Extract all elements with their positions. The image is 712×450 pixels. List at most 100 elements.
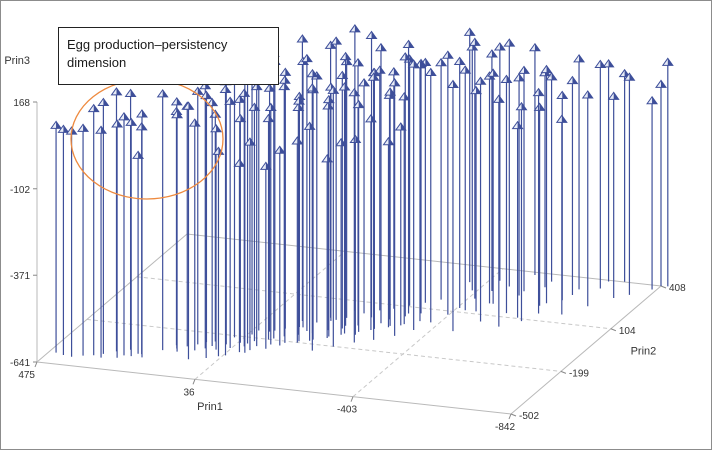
data-marker-shade (519, 73, 525, 81)
data-marker-shade (93, 104, 99, 112)
floor-gridline-y (86, 318, 561, 372)
data-marker-shade (430, 68, 436, 76)
data-marker-shade (194, 119, 200, 127)
data-marker-shade (177, 110, 183, 118)
data-marker-shade (358, 58, 364, 66)
y-tick-label: -199 (569, 368, 589, 379)
data-marker-shade (312, 69, 318, 77)
data-marker-shade (344, 82, 350, 90)
data-marker-shade (499, 42, 505, 50)
data-marker-shade (116, 87, 122, 95)
data-marker-shade (364, 78, 370, 86)
y-tick-label: -502 (519, 411, 539, 422)
data-marker-shade (230, 97, 236, 105)
data-marker-shade (101, 126, 107, 134)
data-marker-shade (551, 72, 557, 80)
data-marker-shade (306, 54, 312, 62)
data-marker-shade (131, 118, 137, 126)
data-marker-shade (380, 43, 386, 51)
floor-gridline-x (352, 268, 504, 398)
data-marker-shade (244, 89, 250, 97)
data-marker-shade (374, 68, 380, 76)
data-marker-shade (587, 90, 593, 98)
data-marker-shade (405, 52, 411, 60)
x-tick-label: -403 (337, 405, 357, 416)
data-marker-shade (394, 78, 400, 86)
data-marker-shade (521, 102, 527, 110)
data-marker-shade (441, 58, 447, 66)
data-marker-shade (354, 88, 360, 96)
data-marker-shade (465, 66, 471, 74)
y-axis-title: Prin2 (631, 345, 657, 357)
data-marker-shade (491, 50, 497, 58)
tick-labels: -641 -371 -102 168 Prin3 475 36 -403 -842 Prin1 -5… (4, 55, 686, 433)
data-marker-shade (419, 60, 425, 68)
data-marker-shade (652, 96, 658, 104)
z-axis-title: Prin3 (4, 55, 30, 67)
data-marker-shade (506, 75, 512, 83)
data-marker-shade (265, 162, 271, 170)
data-marker-shade (302, 35, 308, 43)
y-tick-label: 408 (669, 283, 686, 294)
data-marker-shade (413, 60, 419, 68)
y-tick-mark (560, 370, 567, 374)
data-marker-shade (371, 31, 377, 39)
data-marker-shade (393, 67, 399, 75)
data-marker-shade (509, 39, 515, 47)
data-marker-shade (345, 52, 351, 60)
data-marker-shade (197, 87, 203, 95)
data-marker-shade (130, 89, 136, 97)
data-marker-shade (298, 97, 304, 105)
x-axis-title: Prin1 (197, 401, 223, 413)
data-marker-shade (83, 124, 89, 132)
data-marker-shade (579, 54, 585, 62)
data-marker-shade (539, 103, 545, 111)
data-marker-shade (328, 95, 334, 103)
y-tick-mark (610, 328, 617, 332)
z-tick-label: -102 (10, 185, 30, 196)
y-tick-label: 104 (619, 326, 636, 337)
x-tick-label: 475 (18, 370, 35, 381)
data-marker-shade (538, 88, 544, 96)
z-tick-label: -641 (10, 358, 30, 369)
z-tick-label: -371 (10, 271, 30, 282)
data-marker-shade (141, 122, 147, 130)
data-marker-shade (312, 83, 318, 91)
data-marker-shade (474, 38, 480, 46)
data-marker-shade (212, 98, 218, 106)
data-marker-shade (469, 28, 475, 36)
data-marker-shade (284, 82, 290, 90)
data-marker-shade (239, 159, 245, 167)
data-marker-shade (459, 57, 465, 65)
data-marker-shade (524, 66, 530, 74)
x-tick-mark (192, 379, 196, 385)
data-marker-shade (56, 121, 62, 129)
data-marker-shade (561, 115, 567, 123)
data-marker-shade (71, 127, 77, 135)
data-marker-shade (534, 43, 540, 51)
data-marker-shade (336, 37, 342, 45)
annotation-callout: Egg production–persistency dimension (58, 27, 279, 85)
y-tick-mark (660, 285, 667, 289)
data-marker-shade (493, 69, 499, 77)
data-marker-shade (613, 92, 619, 100)
data-marker-shade (667, 58, 673, 66)
data-marker-shade (354, 24, 360, 32)
data-marker-shade (425, 58, 431, 66)
data-marker-shade (239, 95, 245, 103)
data-marker-shade (452, 80, 458, 88)
data-marker-shade (476, 86, 482, 94)
data-marker-shade (188, 102, 194, 110)
data-marker-shade (327, 154, 333, 162)
data-marker-shade (298, 103, 304, 111)
data-marker-shade (141, 109, 147, 117)
x-tick-mark (350, 396, 354, 402)
data-marker-shade (328, 102, 334, 110)
data-marker-shade (123, 112, 129, 120)
data-marker-shade (285, 68, 291, 76)
data-marker-shade (216, 124, 222, 132)
data-marker-shade (358, 100, 364, 108)
grid-lines (86, 250, 611, 398)
data-marker-shade (390, 88, 396, 96)
data-marker-shade (447, 51, 453, 59)
